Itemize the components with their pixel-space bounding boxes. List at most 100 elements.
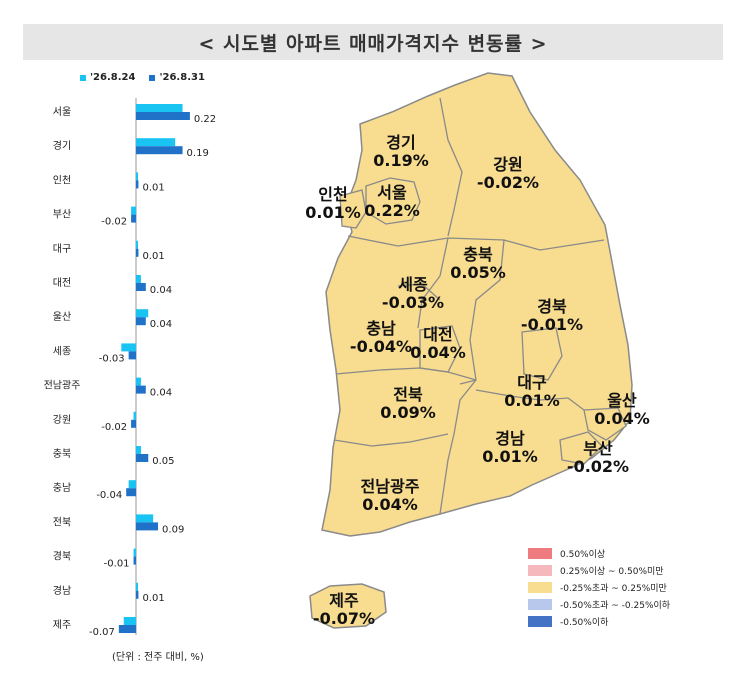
border-gyeonggi-south [347,235,605,251]
chart-legend: '26.8.24 '26.8.31 [80,72,205,83]
data-label: 0.01 [142,251,164,262]
map-region-value: 0.01% [305,202,361,222]
map-region-name: 경남 [495,429,525,448]
map-legend-swatch [528,599,552,610]
bar-series2 [136,522,159,531]
region-shape-daegu [521,327,563,381]
map-label-region: 충남 -0.04% [341,320,421,355]
map-region-name: 강원 [493,155,523,174]
map-legend: 0.50%이상 0.25%이상 ~ 0.50%미만 -0.25%초과 ~ 0.2… [528,545,670,630]
bar-series1 [136,582,138,591]
category-label: 경북 [53,550,71,563]
map-region-value: 0.01% [504,390,560,410]
data-label: 0.04 [150,319,172,330]
bar-series2 [136,317,146,326]
category-label: 충남 [53,482,71,494]
map-region-name: 전남광주 [360,477,420,496]
bar-series2 [136,146,183,155]
bar-series2 [118,625,136,633]
legend-label-series1: '26.8.24 [90,72,136,83]
category-label: 부산 [53,209,71,221]
map-region-value: 0.19% [373,150,429,170]
border-jeonbuk-jeonnam [333,433,449,447]
bar-series2 [126,488,136,497]
map-label-region: 부산 -0.02% [558,440,638,475]
map-legend-label: -0.50%초과 ~ -0.25%이하 [560,601,671,611]
data-label: -0.02 [101,217,127,228]
map-legend-swatch [528,565,552,576]
map-legend-row: -0.25%초과 ~ 0.25%미만 [528,579,670,596]
map-label-region: 경기 0.19% [361,134,441,169]
border-jeonbuk-gyeongnam [439,379,477,515]
category-label: 세종 [53,345,71,357]
bar-series2 [131,214,136,223]
bar-series2 [136,454,149,462]
bar-series2 [136,590,139,599]
border-chungnam-chungbuk [417,237,449,329]
bar-series1 [128,480,136,489]
map-region-name: 경기 [386,133,416,152]
map-legend-row: 0.25%이상 ~ 0.50%미만 [528,562,670,579]
category-label: 인천 [53,174,71,186]
bar-series1 [131,206,136,215]
map-region-name: 충북 [463,245,493,264]
map-label-region: 강원 -0.02% [468,156,548,191]
category-label: 전북 [53,516,71,528]
map-region-name: 전북 [393,385,423,404]
map-label-region: 제주 -0.07% [304,592,384,627]
map-region-value: 0.09% [380,402,436,422]
map-label-region: 전북 0.09% [368,386,448,421]
map-legend-label: -0.25%초과 ~ 0.25%미만 [560,584,667,594]
map-region-name: 부산 [583,439,613,458]
map-region-name: 경북 [537,297,567,316]
map-mainland [321,72,633,537]
bar-series1 [136,104,183,112]
bar-series1 [136,514,154,523]
bar-series1 [123,617,136,625]
legend-swatch-series2 [149,74,156,81]
border-gyeongbuk-gyeongnam [475,389,585,411]
map-label-region: 경북 -0.01% [512,298,592,333]
bar-series2 [133,556,136,565]
border-sejong [397,283,441,301]
bar-series1 [136,446,141,454]
bar-series1 [136,172,138,181]
map-region-name: 대구 [517,373,547,392]
region-shape-jeju [309,583,387,629]
border-chungbuk-gyeongbuk [459,239,505,385]
border-chungnam-jeonbuk [335,367,477,381]
data-label: 0.01 [142,182,164,193]
category-label: 울산 [53,311,71,323]
map-region-value: -0.07% [312,608,376,628]
category-label: 대구 [53,243,71,255]
map-region-value: 0.04% [362,494,418,514]
category-label: 경기 [53,139,71,152]
region-shape-seoul [365,177,421,225]
data-label: 0.01 [142,593,164,604]
data-label: -0.02 [101,422,127,433]
bar-series1 [133,411,136,420]
legend-item-series1: '26.8.24 [80,72,135,83]
category-label: 제주 [53,619,71,631]
page-title: < 시도별 아파트 매매가격지수 변동률 > [198,32,548,55]
data-label: 0.05 [152,456,174,467]
category-label: 대전 [53,277,71,289]
bar-series1 [133,548,136,557]
map-region-value: -0.03% [381,292,445,312]
map-label-region: 충북 0.05% [438,246,518,281]
data-label: -0.01 [104,559,130,570]
bar-series2 [136,283,146,291]
map-label-region: 울산 0.04% [582,392,662,427]
map-region-value: 0.01% [482,446,538,466]
map-region-value: -0.04% [349,336,413,356]
map-region-value: -0.02% [476,172,540,192]
map-region-name: 인천 [318,185,348,204]
region-shape-busan [559,431,603,465]
data-label: -0.07 [89,627,115,638]
category-label: 경남 [53,584,71,597]
map-label-region: 경남 0.01% [470,430,550,465]
border-gyeonggi-gangwon [439,97,463,237]
bar-series2 [128,351,136,360]
map-region-name: 대전 [423,325,453,344]
